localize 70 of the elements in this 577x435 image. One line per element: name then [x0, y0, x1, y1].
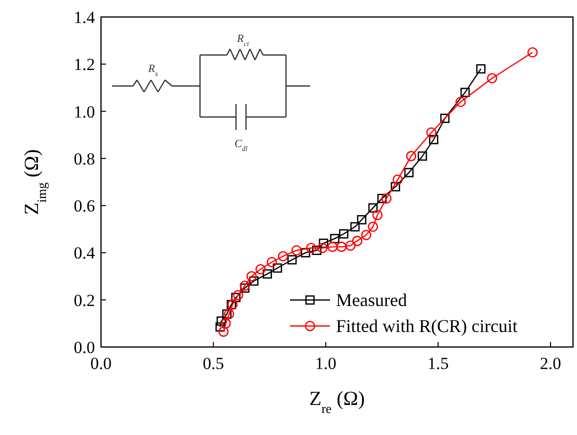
y-tick-label: 1.4: [74, 8, 96, 27]
point: [278, 251, 288, 262]
point: [455, 96, 466, 108]
point: [361, 230, 372, 240]
point: [262, 269, 272, 279]
point: [390, 182, 400, 192]
point: [240, 283, 250, 293]
point: [272, 263, 282, 273]
x-tick-label: 1.5: [428, 354, 449, 373]
point: [330, 234, 340, 244]
point: [406, 150, 416, 162]
y-tick-label: 0.8: [74, 149, 95, 168]
point: [300, 248, 310, 258]
point: [255, 264, 266, 274]
x-tick-label: 0.5: [202, 354, 224, 373]
point: [404, 168, 414, 178]
point: [460, 88, 470, 98]
x-tick-label: 0.0: [90, 354, 112, 373]
point: [291, 245, 302, 256]
legend-label: Measured: [336, 290, 407, 310]
point: [440, 114, 450, 124]
point: [476, 64, 486, 74]
point: [418, 151, 428, 161]
point: [357, 215, 366, 224]
y-tick-label: 0.6: [74, 196, 95, 216]
point: [368, 222, 378, 232]
y-tick-label: 1.0: [74, 102, 95, 122]
annotation: C$_{dl}$: [234, 138, 248, 153]
point: [426, 127, 437, 138]
point: [249, 276, 258, 286]
point: [318, 238, 328, 248]
point: [218, 326, 229, 337]
point: [350, 222, 360, 232]
point: [216, 316, 226, 326]
point: [377, 194, 387, 204]
point: [232, 290, 244, 300]
point: [392, 174, 403, 185]
y-tick-label: 0.0: [74, 338, 95, 357]
point: [220, 318, 231, 329]
y-tick-label: 0.4: [74, 244, 96, 263]
point: [527, 47, 538, 58]
point: [266, 256, 277, 268]
point: [240, 280, 250, 291]
point: [381, 193, 392, 204]
point: [306, 242, 316, 254]
x-tick-label: 1.0: [315, 354, 336, 373]
point: [336, 242, 347, 252]
x-axis-title: Z$_{re}$ (Ω): [309, 388, 365, 416]
point: [339, 229, 348, 239]
point: [327, 242, 338, 252]
point: [352, 236, 362, 246]
y-tick-label: 0.2: [74, 290, 95, 310]
point: [246, 271, 257, 282]
point: [231, 292, 241, 302]
point: [372, 210, 383, 220]
point: [312, 246, 322, 256]
legend-label: Fitted with R(CR) circuit: [336, 316, 518, 336]
point: [222, 309, 232, 319]
y-tick-label: 1.2: [74, 55, 95, 74]
point: [368, 203, 378, 213]
point: [345, 240, 356, 251]
annotation: R$_{ct}$: [236, 33, 250, 48]
point: [215, 322, 225, 332]
point: [486, 73, 498, 84]
annotation: R$_{s}$: [147, 63, 158, 78]
point: [429, 134, 438, 144]
x-tick-label: 2.0: [540, 354, 562, 373]
point: [317, 242, 328, 254]
point: [224, 308, 234, 320]
point: [287, 255, 297, 264]
